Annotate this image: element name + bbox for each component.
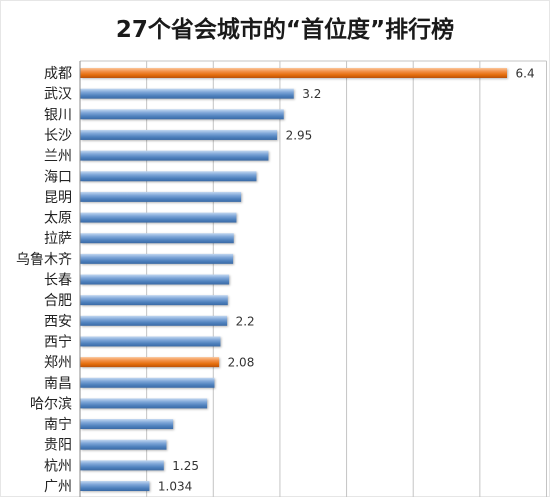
- data-label-13: 2.2: [236, 314, 255, 328]
- bar-12: [80, 295, 228, 306]
- bar-21: [80, 481, 150, 491]
- bar-7: [80, 191, 242, 202]
- category-label-4: 长沙: [44, 128, 72, 144]
- data-label-2: 3.2: [302, 87, 321, 101]
- bar-9: [80, 233, 234, 244]
- category-label-17: 哈尔滨: [30, 396, 72, 412]
- category-label-13: 西安: [44, 314, 72, 330]
- category-label-5: 兰州: [44, 149, 72, 165]
- data-label-4: 2.95: [286, 128, 313, 142]
- category-label-18: 南宁: [44, 416, 72, 433]
- bar-14: [80, 336, 221, 347]
- category-label-15: 郑州: [44, 355, 72, 371]
- bar-8: [80, 212, 237, 223]
- category-label-9: 拉萨: [44, 231, 72, 247]
- category-label-20: 杭州: [44, 458, 72, 474]
- category-label-8: 太原: [44, 211, 72, 227]
- category-label-2: 武汉: [44, 87, 72, 103]
- bar-13: [80, 315, 228, 326]
- bar-17: [80, 398, 208, 409]
- bar-10: [80, 253, 234, 264]
- chart-title: 27个省会城市的“首位度”排行榜: [115, 17, 455, 43]
- bar-18: [80, 419, 174, 430]
- category-label-19: 贵阳: [44, 438, 72, 454]
- bar-highlight-1: [80, 68, 508, 78]
- data-label-21: 1.034: [158, 480, 192, 494]
- bar-16: [80, 377, 215, 388]
- category-label-16: 南昌: [44, 376, 72, 392]
- bar-11: [80, 274, 230, 285]
- data-label-20: 1.25: [172, 459, 199, 473]
- category-label-12: 合肥: [44, 293, 72, 309]
- bar-3: [80, 109, 284, 120]
- category-label-1: 成都: [44, 66, 72, 82]
- category-label-3: 银川: [44, 107, 72, 123]
- bar-19: [80, 439, 167, 450]
- data-labels: 6.4 3.2 2.95 2.2 2.08 1.25 1.034: [158, 67, 535, 494]
- bars: [80, 68, 508, 491]
- category-label-7: 昆明: [44, 190, 72, 206]
- category-labels: 成都武汉银川长沙兰州海口昆明太原拉萨乌鲁木齐长春合肥西安西宁郑州南昌哈尔滨南宁贵…: [16, 66, 72, 495]
- category-label-6: 海口: [44, 169, 72, 185]
- bar-5: [80, 150, 269, 161]
- bar-highlight-15: [80, 357, 220, 368]
- bar-20: [80, 460, 164, 471]
- bar-2: [80, 88, 294, 99]
- data-label-15: 2.08: [228, 356, 255, 370]
- bar-6: [80, 171, 257, 182]
- category-label-11: 长春: [44, 273, 72, 289]
- category-label-10: 乌鲁木齐: [16, 252, 72, 268]
- category-label-14: 西宁: [44, 333, 72, 350]
- bar-4: [80, 129, 278, 140]
- category-label-21: 广州: [44, 479, 72, 495]
- data-label-1: 6.4: [516, 67, 535, 81]
